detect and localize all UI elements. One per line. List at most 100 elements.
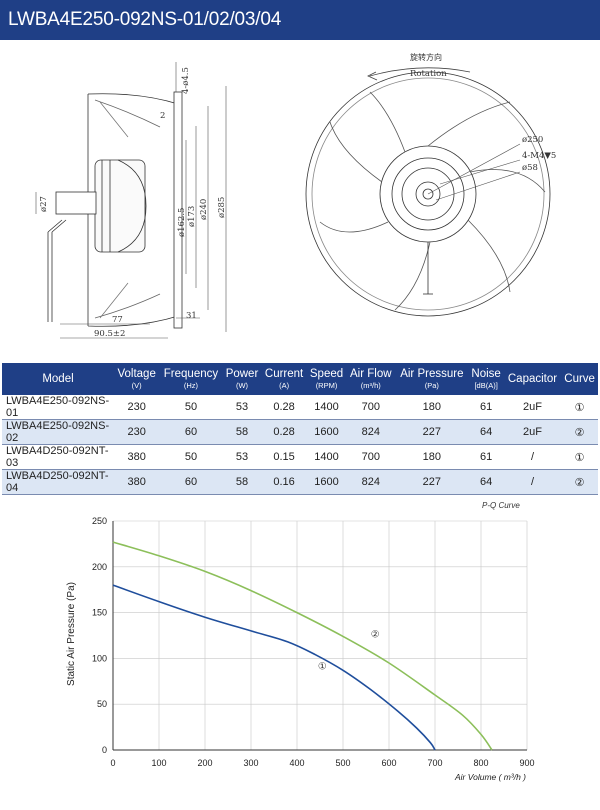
cell-model: LWBA4D250-092NT-04	[2, 469, 114, 495]
cell-model: LWBA4D250-092NT-03	[2, 444, 114, 470]
curve-label-1: ①	[318, 661, 327, 672]
dim-77: 77	[112, 315, 123, 325]
cell: ②	[561, 469, 598, 495]
dim-90: 90.5±2	[94, 329, 125, 339]
cell: 230	[114, 395, 160, 420]
cell: 1600	[306, 469, 347, 495]
dim-2: 2	[160, 111, 165, 121]
col-speed: Speed (RPM)	[306, 363, 347, 395]
cell: 2uF	[503, 419, 562, 445]
cell: 53	[222, 395, 262, 420]
cell: 380	[114, 444, 160, 470]
x-tick-label: 900	[519, 758, 534, 768]
x-tick-label: 500	[335, 758, 350, 768]
cell: 1400	[306, 395, 347, 420]
col-model: Model	[2, 363, 114, 395]
chart-ticks: 0 100 200 300 400 500 600 700 800 900 0 50 100 150 200…	[92, 516, 535, 768]
col-power: Power (W)	[222, 363, 262, 395]
cell: 1400	[306, 444, 347, 470]
rotation-cn: 旋转方向	[410, 52, 442, 62]
cell: 61	[468, 444, 504, 470]
cell: 53	[222, 444, 262, 470]
cell-model: LWBA4E250-092NS-01	[2, 395, 114, 420]
front-view	[305, 67, 551, 317]
pq-chart: P-Q Curve Static Air Pressure (Pa) Air V…	[66, 501, 535, 782]
col-curve: Curve	[561, 363, 598, 395]
x-tick-label: 200	[197, 758, 212, 768]
technical-drawing: 4-ø4.5 2 ø27 ø162.5 ø173 ø240 ø285 77 90…	[35, 52, 556, 339]
cell: /	[503, 444, 562, 470]
spec-table: Model Voltage (V) Frequency (Hz) Power (W) …	[2, 363, 598, 495]
cell: 1600	[306, 419, 347, 445]
y-tick-label: 250	[92, 516, 107, 526]
col-airpressure: Air Pressure (Pa)	[395, 363, 469, 395]
cell: 230	[114, 419, 160, 445]
cell: 0.16	[261, 469, 307, 495]
dim-31: 31	[186, 311, 197, 321]
table-row: LWBA4E250-092NS-01 230 50 53 0.28 1400 7…	[2, 395, 598, 420]
cell: 180	[395, 444, 469, 470]
table-header-row: Model Voltage (V) Frequency (Hz) Power (W) …	[2, 363, 598, 395]
chart-annotations: ①②	[318, 629, 380, 672]
x-tick-label: 0	[110, 758, 115, 768]
x-tick-label: 600	[381, 758, 396, 768]
dim-58: ø58	[522, 163, 538, 173]
col-capacitor: Capacitor	[503, 363, 562, 395]
page-title: LWBA4E250-092NS-01/02/03/04	[8, 9, 282, 30]
dim-250: ø250	[522, 135, 543, 145]
cell: 0.28	[261, 419, 307, 445]
y-tick-label: 150	[92, 608, 107, 618]
y-tick-label: 50	[97, 699, 107, 709]
cell: 50	[159, 444, 223, 470]
cell: 0.28	[261, 395, 307, 420]
col-noise: Noise [dB(A)]	[468, 363, 504, 395]
chart-title: P-Q Curve	[482, 501, 520, 510]
cell: 824	[346, 419, 396, 445]
cell: 61	[468, 395, 504, 420]
cell: /	[503, 469, 562, 495]
title-bar: LWBA4E250-092NS-01/02/03/04	[0, 0, 600, 40]
cell: 60	[159, 419, 223, 445]
x-tick-label: 800	[473, 758, 488, 768]
dim-mount-holes: 4-ø4.5	[181, 67, 191, 94]
chart-series	[112, 541, 493, 751]
front-labels: 旋转方向 Rotation ø250 4-M4▼5 ø58	[410, 52, 556, 173]
series-line-1	[112, 584, 436, 751]
table-row: LWBA4E250-092NS-02 230 60 58 0.28 1600 8…	[2, 419, 598, 445]
x-tick-label: 300	[243, 758, 258, 768]
x-tick-label: 700	[427, 758, 442, 768]
x-tick-label: 400	[289, 758, 304, 768]
chart-grid	[112, 520, 528, 751]
dim-285: ø285	[217, 197, 227, 218]
rotation-en: Rotation	[410, 69, 447, 79]
x-tick-label: 100	[151, 758, 166, 768]
cell: 58	[222, 419, 262, 445]
y-tick-label: 200	[92, 562, 107, 572]
cell: 2uF	[503, 395, 562, 420]
cell: 700	[346, 395, 396, 420]
cell: 824	[346, 469, 396, 495]
cell: 50	[159, 395, 223, 420]
col-voltage: Voltage (V)	[114, 363, 160, 395]
y-tick-label: 100	[92, 653, 107, 663]
dim-173: ø173	[187, 206, 197, 227]
cell: 227	[395, 419, 469, 445]
dim-shaft: ø27	[39, 196, 49, 212]
side-dimension-labels: 4-ø4.5 2 ø27 ø162.5 ø173 ø240 ø285 77 90…	[39, 67, 227, 339]
side-view	[35, 62, 227, 339]
col-current: Current (A)	[261, 363, 307, 395]
cell: 58	[222, 469, 262, 495]
cell: 700	[346, 444, 396, 470]
cell-model: LWBA4E250-092NS-02	[2, 419, 114, 445]
dim-162: ø162.5	[177, 208, 187, 237]
col-frequency: Frequency (Hz)	[159, 363, 223, 395]
y-axis-label: Static Air Pressure (Pa)	[66, 582, 77, 686]
cell: 64	[468, 419, 504, 445]
dim-240: ø240	[199, 199, 209, 220]
curve-label-2: ②	[371, 629, 380, 640]
y-tick-label: 0	[102, 745, 107, 755]
cell: 380	[114, 469, 160, 495]
cell: 60	[159, 469, 223, 495]
cell: 227	[395, 469, 469, 495]
table-row: LWBA4D250-092NT-04 380 60 58 0.16 1600 8…	[2, 469, 598, 495]
